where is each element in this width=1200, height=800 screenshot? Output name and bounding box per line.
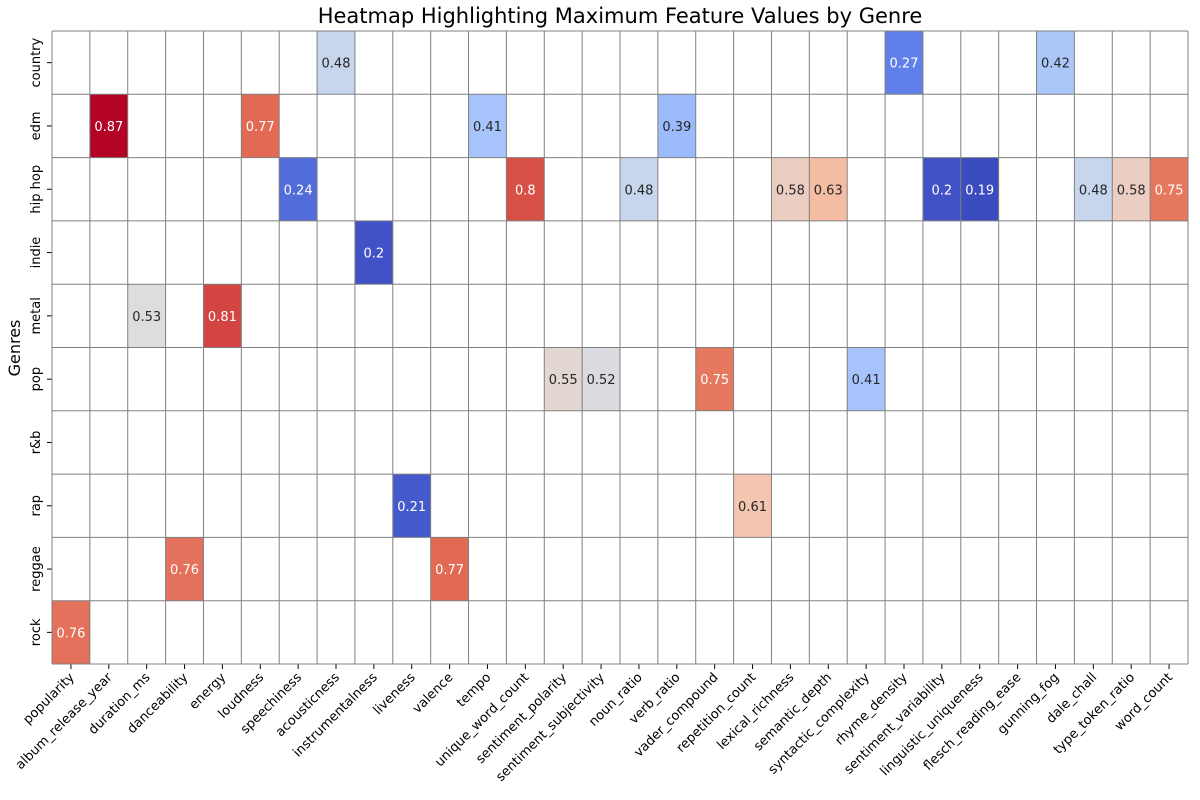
- cell-value-label: 0.42: [1041, 57, 1070, 72]
- cell-value-label: 0.58: [776, 183, 805, 198]
- cell-value-label: 0.76: [56, 626, 85, 641]
- cell-value-label: 0.58: [1117, 183, 1146, 198]
- heatmap-cell: [847, 347, 886, 411]
- heatmap-cell: [1036, 31, 1075, 95]
- heatmap-cell: [582, 347, 620, 411]
- x-tick-label: valence: [410, 670, 456, 716]
- heatmap-cell: [771, 157, 810, 221]
- y-tick-label: hip hop: [29, 165, 44, 214]
- cell-value-label: 0.87: [94, 120, 123, 135]
- heatmap-cells: 0.48 0.27 0.42 0.87 0.77 0.41 0.39 0.24 0.8 0.48 0…: [52, 31, 1188, 664]
- heatmap-cell: [127, 284, 166, 348]
- y-tick-labels: country edm hip hop indie metal pop r&b rap regg…: [29, 37, 52, 646]
- x-tick-label: liveness: [371, 670, 419, 718]
- y-tick-label: indie: [29, 237, 44, 269]
- heatmap-cell: [506, 157, 545, 221]
- cell-value-label: 0.53: [132, 310, 161, 325]
- heatmap-cell: [544, 347, 583, 411]
- heatmap-cell: [317, 31, 355, 95]
- heatmap-cell: [354, 220, 393, 285]
- cell-value-label: 0.81: [208, 310, 237, 325]
- cell-value-label: 0.2: [932, 183, 953, 198]
- cell-value-label: 0.48: [322, 57, 351, 72]
- cell-value-label: 0.21: [397, 500, 426, 515]
- cell-value-label: 0.2: [364, 247, 385, 262]
- cell-value-label: 0.27: [890, 57, 919, 72]
- chart-title: Heatmap Highlighting Maximum Feature Val…: [318, 4, 923, 28]
- heatmap-cell: [430, 537, 469, 601]
- cell-value-label: 0.77: [246, 120, 275, 135]
- heatmap-cell: [809, 157, 848, 221]
- cell-value-label: 0.75: [1155, 183, 1184, 198]
- y-tick-label: pop: [29, 367, 44, 391]
- y-tick-label: edm: [29, 111, 44, 140]
- heatmap-cell: [733, 474, 772, 538]
- cell-value-label: 0.24: [284, 183, 313, 198]
- heatmap-cell: [165, 537, 204, 601]
- y-tick-label: metal: [29, 297, 44, 334]
- heatmap-cell: [695, 347, 734, 411]
- heatmap-cell: [922, 157, 961, 221]
- cell-value-label: 0.48: [1079, 183, 1108, 198]
- heatmap-cell: [1074, 157, 1113, 221]
- heatmap-cell: [241, 94, 280, 158]
- cell-value-label: 0.19: [965, 183, 994, 198]
- cell-value-label: 0.61: [738, 500, 767, 515]
- cell-value-label: 0.8: [515, 183, 536, 198]
- heatmap-cell: [279, 157, 318, 221]
- cell-value-label: 0.75: [700, 373, 729, 388]
- cell-value-label: 0.52: [587, 373, 616, 388]
- y-tick-label: rap: [29, 495, 44, 517]
- cell-value-label: 0.63: [814, 183, 843, 198]
- heatmap-cell: [1150, 157, 1188, 221]
- x-tick-labels: popularityalbum_release_yearduration_msd…: [13, 664, 1176, 785]
- heatmap-cell: [1112, 157, 1151, 221]
- y-tick-label: reggae: [29, 546, 44, 592]
- heatmap-cell: [960, 157, 999, 221]
- cell-value-label: 0.39: [662, 120, 691, 135]
- cell-value-label: 0.76: [170, 563, 199, 578]
- cell-value-label: 0.41: [852, 373, 881, 388]
- heatmap-cell: [620, 157, 658, 221]
- cell-value-label: 0.41: [473, 120, 502, 135]
- heatmap-cell: [203, 284, 242, 348]
- y-axis-label: Genres: [5, 320, 24, 377]
- heatmap-cell: [52, 600, 90, 664]
- y-tick-label: rock: [29, 618, 44, 646]
- cell-value-label: 0.77: [435, 563, 464, 578]
- heatmap-cell: [89, 94, 128, 158]
- cell-value-label: 0.55: [549, 373, 578, 388]
- heatmap-cell: [392, 474, 431, 538]
- heatmap-cell: [885, 31, 923, 95]
- heatmap-cell: [468, 94, 507, 158]
- heatmap-cell: [657, 94, 696, 158]
- y-tick-label: r&b: [29, 431, 44, 455]
- cell-value-label: 0.48: [624, 183, 653, 198]
- y-tick-label: country: [29, 37, 44, 87]
- heatmap-grid: [51, 30, 1189, 665]
